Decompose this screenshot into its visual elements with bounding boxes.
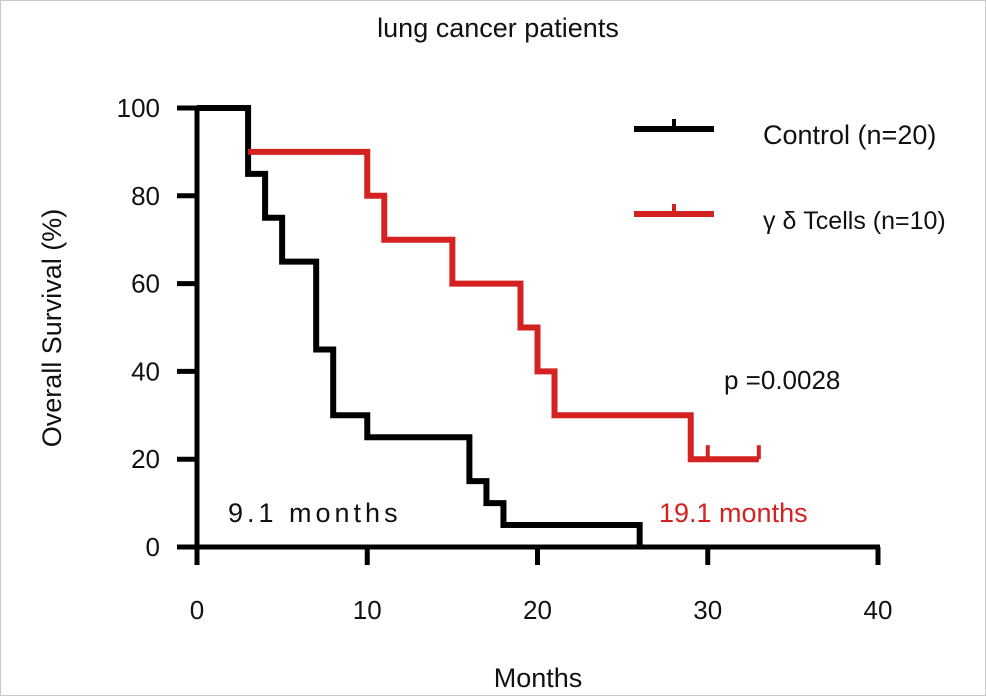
axes: 0 20 40 60 80 100 0 10 20 30 40 xyxy=(117,93,893,625)
x-tick-label: 10 xyxy=(353,595,382,625)
y-tick-label: 40 xyxy=(131,356,160,386)
survival-curve-tcells xyxy=(248,148,759,463)
x-tick-label: 20 xyxy=(523,595,552,625)
y-tick-label: 80 xyxy=(131,181,160,211)
y-axis-label: Overall Survival (%) xyxy=(37,209,67,448)
survival-curve-control xyxy=(197,105,643,547)
y-tick-label: 100 xyxy=(117,93,160,123)
x-tick-label: 0 xyxy=(190,595,204,625)
legend-label-control: Control (n=20) xyxy=(763,120,936,150)
y-tick-label: 0 xyxy=(146,532,160,562)
x-tick-label: 30 xyxy=(693,595,722,625)
control-median-annotation: 9.1 months xyxy=(228,498,402,528)
x-axis-label: Months xyxy=(494,663,583,693)
legend: Control (n=20) γ δ Tcells (n=10) xyxy=(634,119,946,235)
y-tick-label: 20 xyxy=(131,444,160,474)
y-tick-label: 60 xyxy=(131,269,160,299)
legend-label-tcells: γ δ Tcells (n=10) xyxy=(763,207,946,235)
x-tick-label: 40 xyxy=(864,595,893,625)
p-value-annotation: p =0.0028 xyxy=(724,365,840,395)
legend-entry-control: Control (n=20) xyxy=(634,119,936,150)
chart-title: lung cancer patients xyxy=(377,13,619,43)
series-layer xyxy=(197,105,761,547)
tcells-median-annotation: 19.1 months xyxy=(659,498,808,528)
legend-entry-tcells: γ δ Tcells (n=10) xyxy=(634,204,946,235)
